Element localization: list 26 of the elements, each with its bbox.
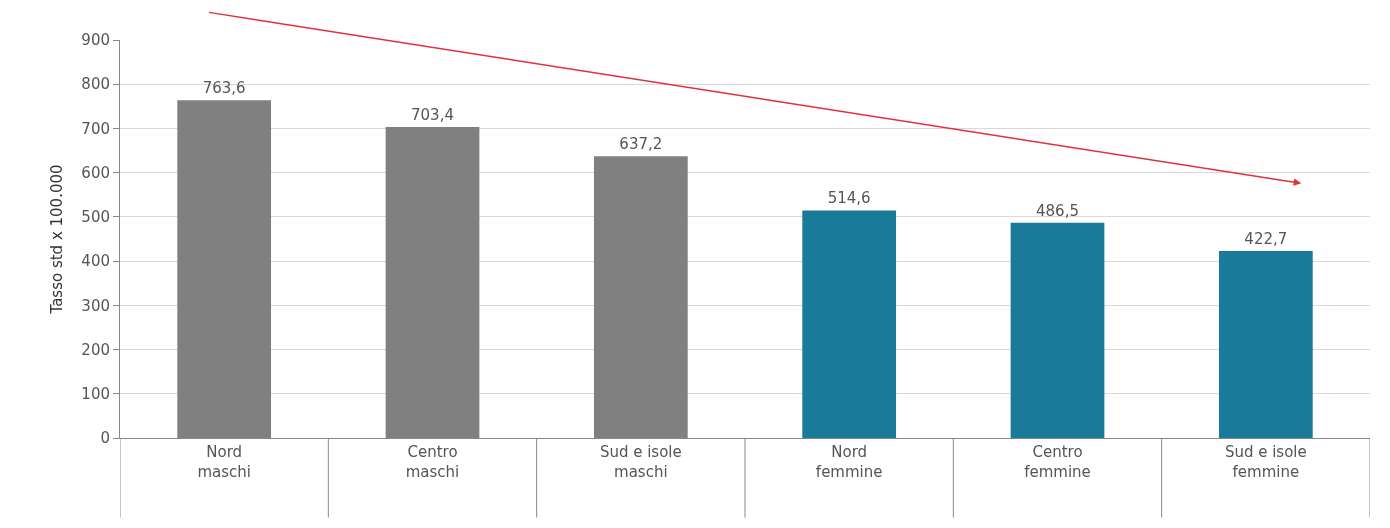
x-tick-label: Sud e isole femmine (1224, 443, 1307, 481)
y-tick-label: 800 (81, 75, 110, 94)
bar (1218, 251, 1313, 438)
data-label: 703,4 (411, 105, 454, 124)
x-tick-label: Centro maschi (405, 443, 460, 481)
data-label: 514,6 (827, 189, 871, 208)
y-axis-title: Tasso std x 100.000 (47, 164, 66, 315)
y-tick-label: 100 (81, 385, 110, 404)
x-tick-label: Sud e isole maschi (599, 443, 682, 481)
y-tick-label: 600 (81, 163, 110, 182)
x-tick-label: Centro femmine (1024, 443, 1091, 481)
y-tick-label: 300 (81, 296, 110, 315)
data-label: 422,7 (1244, 230, 1288, 249)
x-tick-label: Nord maschi (197, 443, 251, 481)
bar (1010, 222, 1105, 438)
y-tick-label: 900 (81, 31, 110, 50)
y-tick-label: 700 (81, 119, 110, 138)
y-tick-label: 400 (81, 252, 110, 271)
data-label: 763,6 (202, 79, 246, 98)
data-label: 637,2 (619, 135, 663, 154)
data-label: 486,5 (1036, 201, 1079, 220)
y-tick-label: 500 (81, 208, 110, 227)
y-tick-label: 200 (81, 340, 110, 359)
x-tick-label: Nord femmine (815, 443, 883, 481)
y-tick-label: 0 (100, 429, 110, 448)
bar (802, 210, 897, 438)
